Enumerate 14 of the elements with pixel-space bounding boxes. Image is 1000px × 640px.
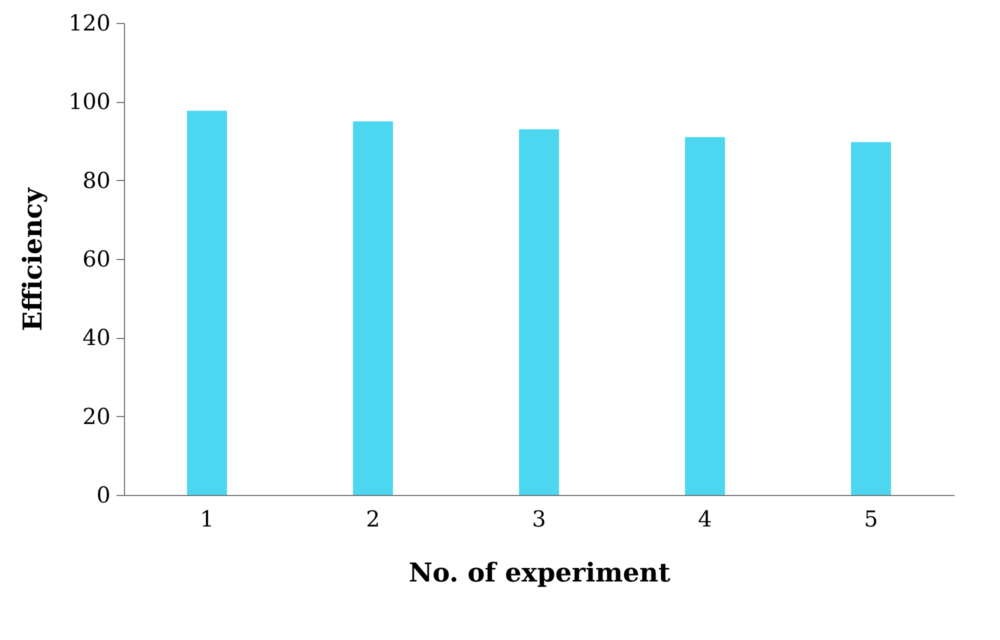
x-tick-label: 4: [698, 508, 712, 532]
y-axis-title: Efficiency: [18, 187, 49, 332]
y-tick-label: 120: [68, 12, 110, 36]
y-tick-label: 60: [82, 248, 110, 272]
y-tick-label: 20: [82, 404, 110, 430]
x-tick-label: 5: [864, 508, 878, 532]
y-tick-label: 100: [68, 90, 110, 116]
y-tick-label: 80: [82, 168, 110, 194]
x-tick-label: 3: [532, 508, 546, 532]
x-axis-title: No. of experiment: [408, 558, 670, 588]
y-tick-label: 0: [96, 484, 110, 508]
x-tick-label: 1: [200, 508, 214, 532]
y-tick-label: 40: [82, 326, 110, 352]
x-tick-label: 2: [366, 508, 380, 532]
